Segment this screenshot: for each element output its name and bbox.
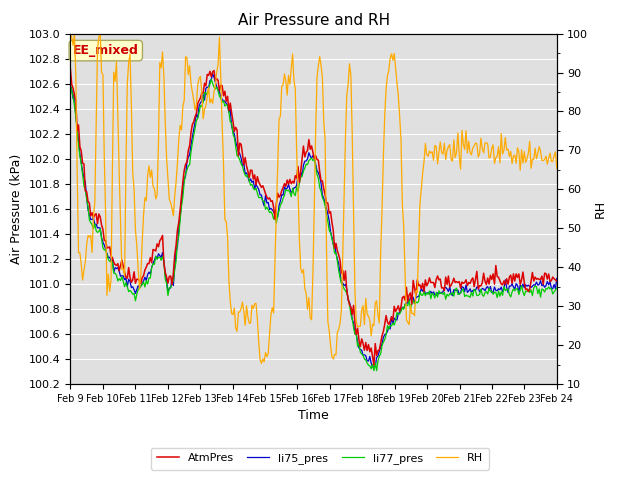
Legend: AtmPres, li75_pres, li77_pres, RH: AtmPres, li75_pres, li77_pres, RH — [151, 448, 489, 469]
Y-axis label: Air Pressure (kPa): Air Pressure (kPa) — [10, 154, 23, 264]
Text: EE_mixed: EE_mixed — [73, 44, 139, 57]
Y-axis label: RH: RH — [594, 200, 607, 218]
Title: Air Pressure and RH: Air Pressure and RH — [237, 13, 390, 28]
X-axis label: Time: Time — [298, 409, 329, 422]
